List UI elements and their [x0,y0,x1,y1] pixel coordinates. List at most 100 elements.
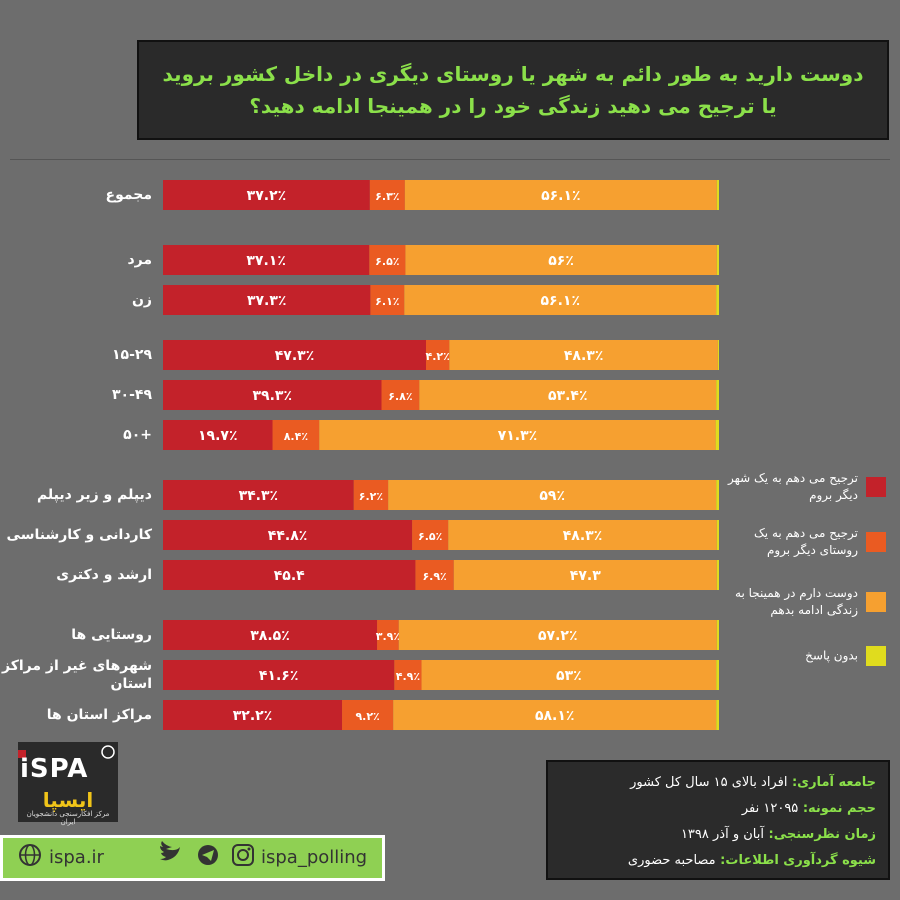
category-label-10: روستایی ها [71,627,152,643]
value-label-2-row-6: ۸.۴٪ [284,430,308,443]
info-value: مصاحبه حضوری [627,853,716,868]
bar-segment-4-row-11 [716,660,719,690]
legend-item-2: ترجیح می دهم به یک روستای دیگر بروم [730,520,890,564]
bar-segment-3-row-12 [393,700,717,730]
bar-segment-3-row-3 [404,285,717,315]
legend-swatch [866,646,886,666]
bar-segment-4-row-12 [716,700,719,730]
category-label-12: مراکز استان ها [46,707,152,723]
value-label-1-row-8: ۴۴.۸٪ [268,528,308,544]
value-label-1-row-3: ۳۷.۳٪ [247,293,287,309]
twitter-icon[interactable] [160,841,180,861]
legend-item-3: دوست دارم در همینجا به زندگی ادامه بدهم [730,580,890,624]
category-label-11: شهرهای غیر از مراکز استان [1,658,152,692]
bar-segment-1-row-1 [163,180,370,210]
info-value: افراد بالای ۱۵ سال کل کشور [630,775,788,790]
bar-segment-4-row-2 [716,245,719,275]
bar-segment-2-row-11 [394,660,422,690]
category-label-4: ۱۵-۲۹ [112,347,152,363]
bar-segment-2-row-1 [369,180,405,210]
logo-caption: مرکز افکارسنجی دانشجویان ایران [26,810,110,826]
value-label-3-row-5: ۵۳.۴٪ [548,388,588,404]
value-label-2-row-4: ۴.۲٪ [425,350,449,363]
legend-swatch [866,477,886,497]
bar-segment-2-row-2 [369,245,406,275]
ispa-logo: iSPA ایسپا مرکز افکارسنجی دانشجویان ایرا… [18,742,118,826]
info-key: جامعه آماری: [787,775,876,790]
bar-segment-1-row-8 [163,520,413,550]
divider [10,159,890,160]
bar-segment-2-row-12 [342,700,394,730]
bar-segment-3-row-8 [448,520,717,550]
value-label-3-row-10: ۵۷.۲٪ [538,628,578,644]
bar-segment-3-row-7 [388,480,717,510]
bar-segment-2-row-5 [381,380,420,410]
bar-segment-3-row-4 [449,340,718,370]
bar-segment-2-row-4 [425,340,450,370]
bar-segment-1-row-2 [163,245,370,275]
value-label-2-row-2: ۶.۵٪ [375,255,399,268]
bar-segment-2-row-8 [412,520,449,550]
category-label-6: +۵۰ [123,427,152,443]
bar-segment-3-row-9 [453,560,717,590]
bar-segment-4-row-10 [716,620,719,650]
value-label-1-row-10: ۳۸.۵٪ [250,628,290,644]
category-label-9: ارشد و دکتری [56,567,152,583]
value-label-1-row-4: ۴۷.۳٪ [275,348,315,364]
value-label-2-row-10: ۳.۹٪ [376,630,400,643]
globe-icon[interactable] [19,844,41,866]
category-label-5: ۳۰-۴۹ [112,387,152,403]
value-label-3-row-11: ۵۳٪ [556,668,582,684]
legend-item-4: بدون پاسخ [730,634,890,678]
value-label-3-row-2: ۵۶٪ [548,253,574,269]
legend-swatch [866,592,886,612]
social-bar: ispa.ir ispa_polling [0,835,385,881]
category-label-1: مجموع [105,187,152,203]
social-handle[interactable]: ispa_polling [261,847,368,868]
value-label-2-row-8: ۶.۵٪ [418,530,442,543]
value-label-1-row-9: ۴۵.۴ [274,568,305,584]
legend-label: دوست دارم در همینجا به زندگی ادامه بدهم [735,586,858,617]
value-label-3-row-3: ۵۶.۱٪ [541,293,581,309]
legend-label: ترجیح می دهم به یک شهر دیگر بروم [728,471,858,502]
info-line-1: جامعه آماری: افراد بالای ۱۵ سال کل کشور [560,770,876,796]
logo-text: iSPA [20,754,89,784]
bar-segment-2-row-7 [353,480,389,510]
legend-label: ترجیح می دهم به یک روستای دیگر بروم [754,526,858,557]
bar-segment-3-row-5 [419,380,717,410]
value-label-2-row-5: ۶.۸٪ [388,390,412,403]
value-label-3-row-9: ۴۷.۳ [570,568,601,584]
value-label-1-row-11: ۴۱.۶٪ [259,668,299,684]
bar-segment-2-row-3 [370,285,405,315]
telegram-icon[interactable] [198,845,218,865]
bar-segment-4-row-8 [716,520,719,550]
bar-segment-4-row-9 [716,560,719,590]
bar-segment-4-row-1 [716,180,719,210]
bar-segment-1-row-3 [163,285,371,315]
value-label-1-row-12: ۳۲.۲٪ [233,708,273,724]
bar-segment-1-row-6 [163,420,273,450]
value-label-1-row-5: ۳۹.۳٪ [253,388,293,404]
bar-segment-3-row-6 [319,420,716,450]
value-label-2-row-1: ۶.۳٪ [375,190,399,203]
value-label-2-row-9: ۶.۹٪ [422,570,446,583]
bar-segment-4-row-6 [715,420,719,450]
bar-segment-4-row-5 [716,380,719,410]
bar-segment-1-row-10 [163,620,378,650]
instagram-icon[interactable] [232,844,254,866]
bar-segment-3-row-11 [421,660,717,690]
bar-segment-3-row-1 [404,180,717,210]
title-box: دوست دارید به طور دائم به شهر یا روستای … [137,40,889,140]
value-label-3-row-4: ۴۸.۳٪ [564,348,604,364]
bar-segment-1-row-12 [163,700,343,730]
value-label-3-row-7: ۵۹٪ [539,488,565,504]
bar-segment-4-row-7 [716,480,719,510]
website-link[interactable]: ispa.ir [49,847,104,868]
value-label-3-row-6: ۷۱.۳٪ [498,428,538,444]
info-line-2: حجم نمونه: ۱۲۰۹۵ نفر [560,796,876,822]
value-label-1-row-6: ۱۹.۷٪ [198,428,238,444]
value-label-2-row-7: ۶.۲٪ [359,490,383,503]
bar-segment-4-row-4 [717,340,719,370]
value-label-3-row-1: ۵۶.۱٪ [541,188,581,204]
legend-swatch [866,532,886,552]
